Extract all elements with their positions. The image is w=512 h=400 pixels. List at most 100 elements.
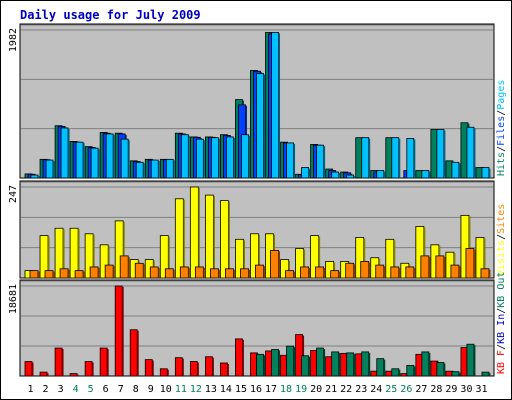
bar-shadow bbox=[92, 362, 94, 376]
bar-shadow bbox=[32, 362, 34, 376]
bar-shadow bbox=[353, 353, 356, 376]
bar-shadow bbox=[77, 374, 79, 376]
bar-face bbox=[391, 137, 400, 179]
bar-shadow bbox=[263, 74, 265, 178]
bar-visits bbox=[250, 233, 260, 279]
bar-shadow bbox=[62, 349, 64, 376]
bar-sites bbox=[255, 264, 265, 279]
bar-face bbox=[331, 351, 340, 377]
x-tick-label: 29 bbox=[445, 384, 457, 395]
bar-pages bbox=[346, 174, 356, 179]
x-tick-label: 23 bbox=[355, 384, 367, 395]
bar-face bbox=[204, 194, 214, 279]
bar-shadow bbox=[137, 330, 139, 376]
bar-shadow bbox=[38, 271, 40, 278]
bar-shadow bbox=[363, 238, 366, 278]
bar-shadow bbox=[228, 201, 230, 278]
bar-shadow bbox=[258, 234, 260, 278]
bar-kb-f bbox=[204, 356, 214, 377]
bar-shadow bbox=[233, 269, 235, 278]
bar-shadow bbox=[473, 345, 476, 376]
y-max-label: 1982 bbox=[8, 28, 19, 52]
bar-face bbox=[315, 266, 325, 279]
bar-sites bbox=[89, 266, 100, 279]
x-tick-label: 12 bbox=[190, 384, 202, 395]
bar-pages bbox=[376, 170, 386, 179]
bar-shadow bbox=[78, 229, 80, 278]
legend-entry: Hits bbox=[496, 152, 507, 176]
x-tick-label: 28 bbox=[430, 384, 442, 395]
bar-sites bbox=[164, 268, 175, 279]
bar-visits bbox=[220, 200, 230, 279]
bar-shadow bbox=[308, 356, 311, 376]
bar-face bbox=[316, 347, 325, 377]
bar-face bbox=[120, 138, 129, 179]
bar-kb-out bbox=[361, 351, 371, 377]
bar-pages bbox=[135, 161, 145, 179]
bar-shadow bbox=[368, 352, 371, 376]
bar-face bbox=[114, 285, 123, 377]
bar-kb-f bbox=[39, 371, 49, 377]
bar-kb-out bbox=[406, 365, 416, 377]
bar-visits bbox=[235, 238, 245, 279]
bar-pages bbox=[180, 134, 190, 179]
bar-kb-out bbox=[451, 371, 461, 377]
bar-shadow bbox=[278, 251, 281, 278]
bar-shadow bbox=[338, 173, 341, 178]
bar-shadow bbox=[128, 140, 130, 178]
bar-shadow bbox=[53, 271, 55, 278]
bar-face bbox=[390, 266, 400, 279]
bar-face bbox=[271, 31, 279, 179]
bar-shadow bbox=[173, 160, 175, 178]
x-tick-label: 25 bbox=[385, 384, 397, 395]
bar-face bbox=[104, 264, 114, 279]
bar-sites bbox=[225, 268, 235, 279]
bar-kb-out bbox=[331, 351, 341, 377]
bar-face bbox=[44, 270, 54, 279]
bar-sites bbox=[209, 268, 220, 279]
bar-shadow bbox=[398, 138, 401, 178]
bar-kb-f bbox=[69, 373, 79, 377]
bar-face bbox=[480, 268, 490, 279]
bar-pages bbox=[120, 138, 130, 179]
x-tick-label: 8 bbox=[133, 384, 139, 395]
x-tick-label: 15 bbox=[235, 384, 247, 395]
bar-face bbox=[144, 359, 153, 377]
bar-visits bbox=[460, 214, 471, 279]
bar-face bbox=[189, 361, 198, 377]
bar-kb-f bbox=[174, 357, 184, 377]
bar-sites bbox=[420, 255, 431, 279]
bar-face bbox=[330, 270, 340, 279]
bar-shadow bbox=[218, 269, 220, 278]
legend: Visits/Sites bbox=[496, 204, 507, 276]
bar-visits bbox=[84, 233, 95, 279]
bar-face bbox=[179, 266, 189, 279]
bar-face bbox=[90, 147, 99, 179]
bar-face bbox=[346, 352, 355, 377]
bar-sites bbox=[405, 266, 416, 279]
bar-shadow bbox=[248, 135, 250, 178]
bar-face bbox=[165, 158, 174, 179]
legend-entry: Sites bbox=[496, 204, 507, 234]
bar-face bbox=[466, 343, 475, 377]
bar-pages bbox=[451, 161, 461, 179]
bar-face bbox=[220, 200, 229, 279]
bar-shadow bbox=[278, 350, 281, 376]
bar-face bbox=[54, 347, 63, 377]
bar-shadow bbox=[182, 358, 184, 376]
bar-sites bbox=[300, 266, 311, 279]
x-tick-label: 24 bbox=[370, 384, 382, 395]
legend-entry: Pages bbox=[496, 80, 507, 110]
x-axis: 1 2 3 4 5 6 7 8 9 10 11 12 13 14 15 16 17 18 19 20 21 22 23 24 2… bbox=[28, 384, 488, 395]
bar-sites bbox=[104, 264, 115, 279]
bar-sites bbox=[270, 249, 281, 279]
x-tick-label: 20 bbox=[310, 384, 322, 395]
bar-face bbox=[270, 249, 279, 279]
bar-shadow bbox=[293, 143, 296, 178]
bar-face bbox=[481, 371, 490, 377]
bar-face bbox=[301, 167, 309, 179]
legend-entry: / bbox=[496, 308, 507, 314]
panel-visits-sites: 247 Visits/Sites bbox=[8, 180, 507, 279]
x-tick-label: 19 bbox=[295, 384, 307, 395]
